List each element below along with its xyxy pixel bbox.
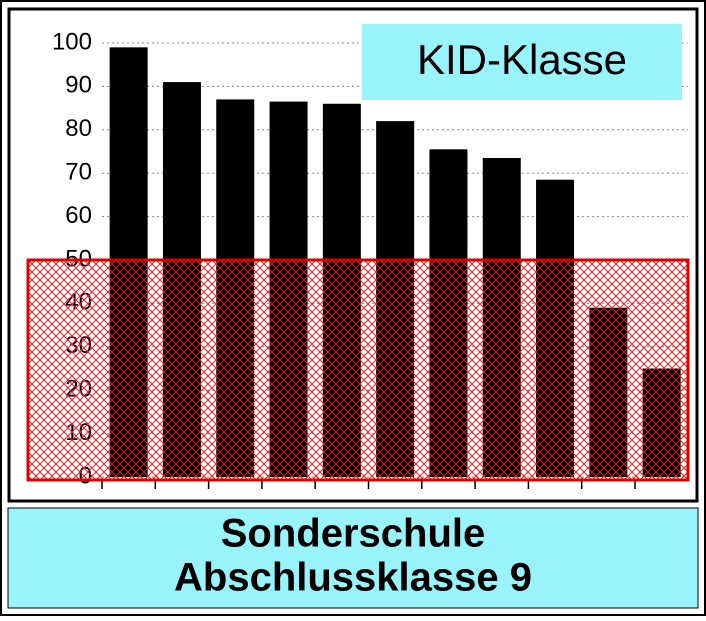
title-box: [7, 507, 699, 609]
chart-title: Abschlussklasse 9: [174, 556, 532, 600]
y-tick-label: 70: [65, 159, 92, 186]
annotation-box: [362, 24, 682, 100]
y-tick-label: 80: [65, 115, 92, 142]
y-tick-label: 100: [52, 28, 92, 55]
chart-title: Sonderschule: [221, 512, 486, 556]
y-tick-label: 90: [65, 72, 92, 99]
y-tick-label: 60: [65, 202, 92, 229]
annotation: KID-Klasse: [417, 36, 627, 83]
highlight-band: [26, 258, 690, 482]
